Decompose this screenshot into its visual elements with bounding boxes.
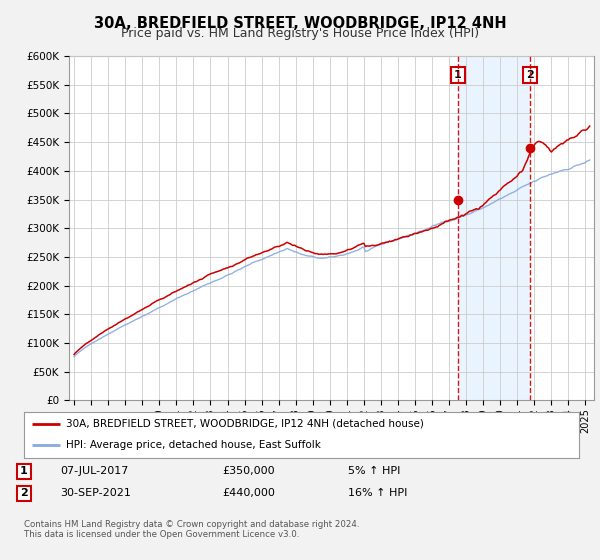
Text: 5% ↑ HPI: 5% ↑ HPI <box>348 466 400 477</box>
Text: £350,000: £350,000 <box>222 466 275 477</box>
Bar <box>458 56 530 400</box>
Text: 07-JUL-2017: 07-JUL-2017 <box>60 466 128 477</box>
Text: 16% ↑ HPI: 16% ↑ HPI <box>348 488 407 498</box>
Text: HPI: Average price, detached house, East Suffolk: HPI: Average price, detached house, East… <box>65 440 320 450</box>
Text: Price paid vs. HM Land Registry's House Price Index (HPI): Price paid vs. HM Land Registry's House … <box>121 27 479 40</box>
Text: 30-SEP-2021: 30-SEP-2021 <box>60 488 131 498</box>
Text: 2: 2 <box>20 488 28 498</box>
Text: 2: 2 <box>526 70 534 80</box>
Text: £440,000: £440,000 <box>222 488 275 498</box>
Text: 30A, BREDFIELD STREET, WOODBRIDGE, IP12 4NH (detached house): 30A, BREDFIELD STREET, WOODBRIDGE, IP12 … <box>65 419 424 429</box>
Text: 1: 1 <box>454 70 462 80</box>
Text: Contains HM Land Registry data © Crown copyright and database right 2024.
This d: Contains HM Land Registry data © Crown c… <box>24 520 359 539</box>
Text: 30A, BREDFIELD STREET, WOODBRIDGE, IP12 4NH: 30A, BREDFIELD STREET, WOODBRIDGE, IP12 … <box>94 16 506 31</box>
Text: 1: 1 <box>20 466 28 477</box>
